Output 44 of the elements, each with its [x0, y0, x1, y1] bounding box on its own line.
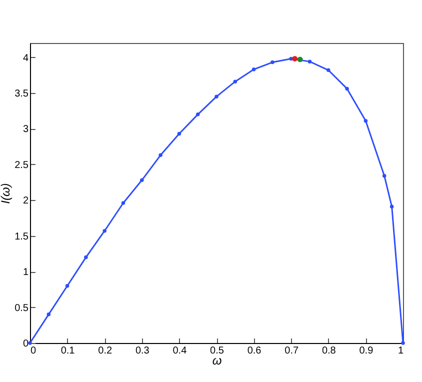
- x-tick-label: 0.2: [98, 346, 112, 356]
- point: [292, 56, 298, 62]
- y-tick-label: 2.5: [14, 160, 29, 171]
- y-tick-label: 0: [22, 338, 29, 350]
- point: [382, 174, 386, 178]
- y-tick-label: 1: [22, 267, 29, 278]
- point: [270, 60, 274, 64]
- point: [390, 204, 394, 208]
- point: [158, 153, 162, 158]
- y-axis-title: I(ω): [0, 183, 13, 204]
- y-tick-label: 1.5: [14, 231, 29, 242]
- point: [297, 56, 303, 62]
- x-tick-label: 0.1: [60, 346, 76, 356]
- x-tick-label: 0.3: [135, 346, 150, 356]
- y-tick-label: 3.5: [14, 88, 29, 100]
- x-tick-label: 0.5: [210, 346, 224, 356]
- point: [46, 312, 51, 316]
- point: [401, 341, 405, 345]
- x-tick-label: 0.4: [172, 346, 188, 356]
- y-tick-label: 0.5: [14, 302, 29, 314]
- point: [326, 68, 330, 72]
- point: [65, 284, 70, 288]
- y-tick-label: 2: [22, 196, 29, 207]
- point: [345, 86, 349, 91]
- point: [196, 112, 200, 116]
- point: [102, 228, 106, 233]
- y-tick-label: 4: [22, 52, 29, 64]
- x-tick-label: 0.9: [359, 346, 374, 356]
- point: [233, 80, 238, 84]
- x-tick-label: 1: [398, 346, 404, 356]
- point: [364, 118, 368, 123]
- x-tick-label: 0.8: [322, 346, 336, 356]
- point: [214, 94, 218, 98]
- point: [308, 60, 312, 64]
- x-axis-title: ω: [212, 354, 222, 368]
- point: [140, 178, 144, 182]
- x-tick-label: 0.6: [247, 346, 262, 356]
- x-tick-label: 0.7: [284, 346, 299, 356]
- y-tick-label: 3: [22, 124, 29, 136]
- x-tick-label: 0: [30, 346, 36, 356]
- point: [84, 255, 88, 260]
- point: [252, 68, 256, 72]
- point: [121, 201, 126, 205]
- point: [177, 132, 182, 136]
